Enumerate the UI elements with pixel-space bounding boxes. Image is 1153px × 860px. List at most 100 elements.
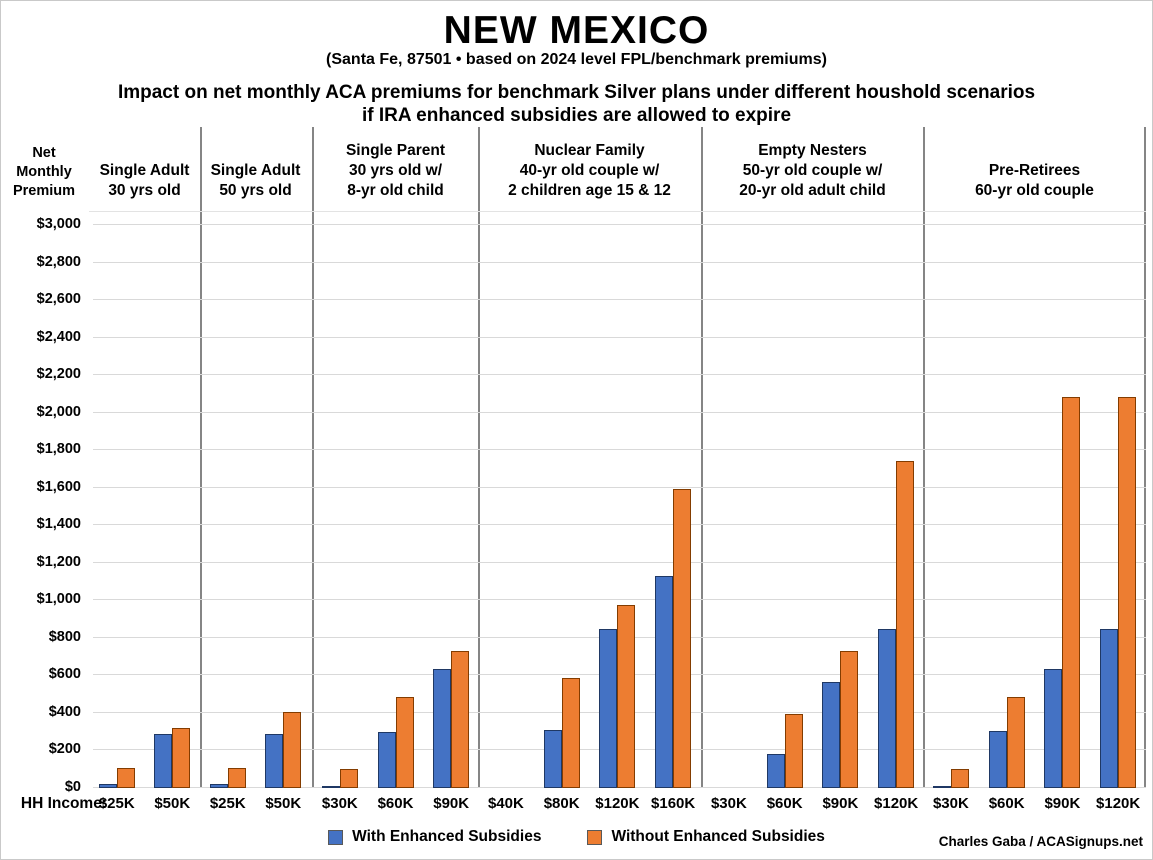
bar-with-subsidies (1044, 669, 1063, 788)
gridline (93, 262, 1146, 263)
income-labels-row: $25K $50K $25K $50K $30K $60K $90K $40K $80K $120… (89, 792, 1146, 816)
bar-pair-column (89, 212, 145, 788)
bar-with-subsidies (655, 576, 674, 788)
y-tick-label: $400 (48, 704, 81, 720)
bar-with-subsidies (932, 786, 951, 788)
y-tick-label: $1,600 (36, 479, 81, 495)
y-tick-label: $2,800 (36, 254, 81, 270)
income-tick-label: $25K (98, 795, 135, 812)
income-tick-label: $160K (651, 795, 696, 812)
gridline (93, 562, 1146, 563)
legend: With Enhanced Subsidies Without Enhanced… (1, 828, 1152, 846)
bar-with-subsidies (433, 669, 452, 788)
gridline (93, 449, 1146, 450)
group-income-labels: $25K $50K (89, 792, 200, 816)
y-tick-label: $2,600 (36, 291, 81, 307)
plot-area (89, 211, 1146, 788)
bar-without-subsidies (561, 678, 580, 788)
bar-pair-column (1035, 212, 1091, 788)
group-columns (312, 212, 479, 788)
gridline (93, 524, 1146, 525)
bar-without-subsidies (1062, 397, 1081, 788)
income-tick-label: $90K (433, 795, 470, 812)
bar-pair-column (534, 212, 590, 788)
bar-without-subsidies (172, 728, 191, 788)
y-tick-label: $0 (64, 779, 81, 795)
group-income-labels: $30K $60K $90K $120K (701, 792, 924, 816)
y-tick-label: $1,800 (36, 441, 81, 457)
bar-pair-column (312, 212, 368, 788)
y-tick-label: $1,000 (36, 591, 81, 607)
income-tick-label: $120K (1096, 795, 1141, 812)
y-tick-label: $1,400 (36, 516, 81, 532)
gridline (93, 412, 1146, 413)
bar-with-subsidies (988, 731, 1007, 788)
legend-item-without-subsidies: Without Enhanced Subsidies (587, 828, 825, 846)
income-tick-label: $30K (932, 795, 969, 812)
bar-with-subsidies (822, 682, 841, 788)
bar-pair-column (923, 212, 979, 788)
group-label: Nuclear Family 40-yr old couple w/ 2 chi… (508, 142, 671, 199)
income-tick-label: $25K (209, 795, 246, 812)
gridline (93, 224, 1146, 225)
gridline (93, 599, 1146, 600)
bar-with-subsidies (265, 734, 284, 788)
group-header-band: Single Adult 30 yrs old Single Adult 50 y… (89, 123, 1146, 211)
chart-heading-line2: if IRA enhanced subsidies are allowed to… (361, 105, 792, 126)
group-columns (200, 212, 311, 788)
legend-label: With Enhanced Subsidies (352, 828, 542, 845)
without-subsidies-swatch-icon (587, 829, 603, 845)
bar-pair-column (979, 212, 1035, 788)
income-tick-label: $60K (988, 795, 1025, 812)
with-subsidies-swatch-icon (328, 829, 344, 845)
income-tick-label: $30K (321, 795, 358, 812)
bar-without-subsidies (673, 489, 692, 788)
bar-with-subsidies (377, 732, 396, 788)
y-tick-label: $800 (48, 629, 81, 645)
y-tick-label: $600 (48, 666, 81, 682)
income-tick-label: $50K (265, 795, 302, 812)
income-tick-label: $30K (710, 795, 747, 812)
bar-without-subsidies (395, 697, 414, 788)
bar-without-subsidies (116, 768, 135, 788)
group-columns (701, 212, 924, 788)
bar-without-subsidies (227, 768, 246, 788)
bar-without-subsidies (451, 651, 470, 788)
bar-pair-column (200, 212, 256, 788)
bar-without-subsidies (617, 605, 636, 788)
gridline (93, 487, 1146, 488)
bar-without-subsidies (896, 461, 915, 788)
hh-income-label: HH Income: (20, 795, 107, 812)
bar-with-subsidies (98, 784, 117, 788)
income-tick-label: $120K (595, 795, 640, 812)
bar-without-subsidies (784, 714, 803, 788)
gridline (93, 299, 1146, 300)
page-title: NEW MEXICO (443, 9, 710, 52)
bar-without-subsidies (339, 769, 358, 788)
group-label: Empty Nesters 50-yr old couple w/ 20-yr … (739, 142, 886, 199)
bar-without-subsidies (840, 651, 859, 788)
bar-pair-column (757, 212, 813, 788)
income-tick-label: $60K (766, 795, 803, 812)
group-label: Pre-Retirees 60-yr old couple (975, 162, 1094, 199)
bar-without-subsidies (950, 769, 969, 788)
income-tick-label: $90K (1044, 795, 1081, 812)
group-columns (478, 212, 701, 788)
gridline (93, 374, 1146, 375)
bar-with-subsidies (1100, 629, 1119, 788)
page-subtitle: (Santa Fe, 87501 • based on 2024 level F… (326, 51, 827, 68)
bar-pair-column (645, 212, 701, 788)
group-label: Single Adult 50 yrs old (210, 162, 301, 199)
y-tick-label: $2,400 (36, 329, 81, 345)
bar-pair-column (145, 212, 201, 788)
y-tick-label: $2,000 (36, 404, 81, 420)
income-tick-label: $120K (874, 795, 919, 812)
y-tick-label: $2,200 (36, 366, 81, 382)
bar-with-subsidies (154, 734, 173, 788)
y-axis-ticks: $0 $200 $400 $600 $800 $1,000 $1,200 $1,400 $1,6… (1, 211, 85, 795)
income-tick-label: $80K (543, 795, 580, 812)
income-tick-label: $90K (822, 795, 859, 812)
group-income-labels: $40K $80K $120K $160K (478, 792, 701, 816)
bar-pair-column (368, 212, 424, 788)
